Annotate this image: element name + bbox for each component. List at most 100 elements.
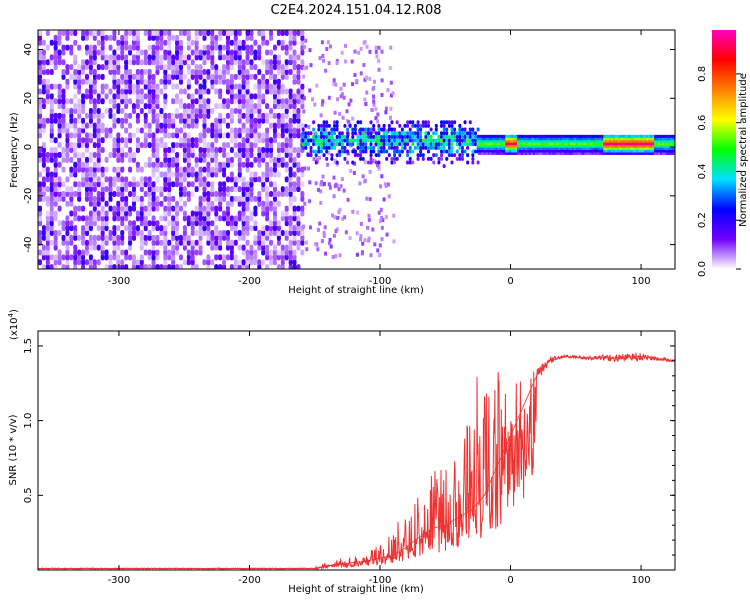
spectrogram-cell [485,149,489,153]
spectrogram-cell [151,151,156,158]
spectrogram-cell [241,69,246,76]
spectrogram-cell [507,149,510,153]
spectrogram-cell [491,149,495,153]
spectrogram-cell [624,139,628,143]
spectrogram-cell [49,132,54,139]
spectrogram-cell [49,117,54,124]
spectrogram-cell [288,171,293,178]
spectrogram-cell [524,144,528,148]
spectrogram-cell [646,144,649,148]
spectrogram-cell [241,249,246,256]
spectrogram-cell [38,132,42,139]
spectrogram-cell [663,144,667,148]
spectrogram-cell [372,149,376,154]
spectrogram-cell [206,234,211,241]
spectrogram-cell [398,138,402,143]
spectrogram-cell [406,160,410,165]
spectrogram-cell [269,259,274,266]
spectrogram-cell [343,138,347,143]
spectrogram-cell [272,161,277,168]
spectrogram-cell [284,98,289,105]
spectrogram-cell [229,59,234,66]
spectrogram-cell [249,112,254,119]
spectrogram-cell [139,200,144,207]
spectrogram-cell [276,88,281,95]
spectrogram-cell [609,151,612,155]
spectrogram-cell [225,59,230,66]
spectrogram-cell [38,229,42,236]
spectrogram-cell [390,138,394,143]
spectrogram-cell [84,73,89,80]
y-tick-label: 0 [23,144,34,150]
spectrogram-cell [450,145,454,150]
spectrogram-cell [155,88,160,95]
spectrogram-cell [620,137,624,141]
spectrogram-cell [241,176,246,183]
spectrogram-cell [654,134,657,138]
spectrogram-cell [171,83,176,90]
spectrogram-cell [214,73,219,80]
spectrogram-cell [249,254,254,261]
spectrogram-cell [284,64,289,71]
spectrogram-cell [554,151,557,155]
spectrogram-cell [296,264,301,269]
spectrogram-cell [84,122,89,129]
spectrogram-cell [292,259,297,266]
spectrogram-cell [65,122,70,129]
spectrogram-cell [155,225,160,232]
spectrogram-cell [491,147,495,151]
spectrogram-cell [92,220,97,227]
spectrogram-cell [229,73,234,80]
spectrogram-cell [622,139,626,143]
spectrogram-cell [333,110,337,115]
spectrogram-cell [331,213,335,218]
spectrogram-cell [77,132,82,139]
spectrogram-cell [249,98,254,105]
spectrogram-cell [214,78,219,85]
spectrogram-cell [128,156,133,163]
spectrogram-cell [505,134,508,138]
spectrogram-cell [237,112,242,119]
spectrogram-cell [245,54,250,61]
spectrogram-cell [241,210,246,217]
spectrogram-cell [560,134,563,138]
spectrogram-cell [222,234,227,241]
spectrogram-cell [392,213,396,218]
spectrogram-cell [116,210,121,217]
spectrogram-cell [284,244,289,251]
spectrogram-cell [272,98,277,105]
spectrogram-cell [288,103,293,110]
spectrogram-cell [175,34,180,41]
spectrogram-cell [280,103,285,110]
spectrogram-cell [612,149,616,153]
spectrogram-cell [317,138,321,143]
spectrogram-cell [147,34,152,41]
spectrogram-cell [320,40,324,45]
spectrogram-cell [182,225,187,232]
spectrogram-cell [571,144,575,148]
spectrogram-cell [92,151,97,158]
spectrogram-cell [309,131,313,136]
spectrogram-cell [497,144,500,148]
spectrogram-cell [202,137,207,144]
spectrogram-cell [159,34,164,41]
spectrogram-cell [128,59,133,66]
spectrogram-cell [88,259,93,266]
spectrogram-cell [100,234,105,241]
spectrogram-cell [57,39,62,46]
spectrogram-cell [218,195,223,202]
spectrogram-cell [269,59,274,66]
spectrogram-cell [497,134,500,138]
spectrogram-cell [108,186,113,193]
spectrogram-cell [375,54,379,59]
spectrogram-cell [57,112,62,119]
spectrogram-cell [269,249,274,256]
spectrogram-cell [552,144,555,148]
spectrogram-cell [128,69,133,76]
spectrogram-cell [139,210,144,217]
spectrogram-cell [69,112,74,119]
spectrogram-cell [542,137,546,141]
spectrogram-cell [587,139,591,143]
spectrogram-cell [202,44,207,51]
spectrogram-cell [73,122,78,129]
